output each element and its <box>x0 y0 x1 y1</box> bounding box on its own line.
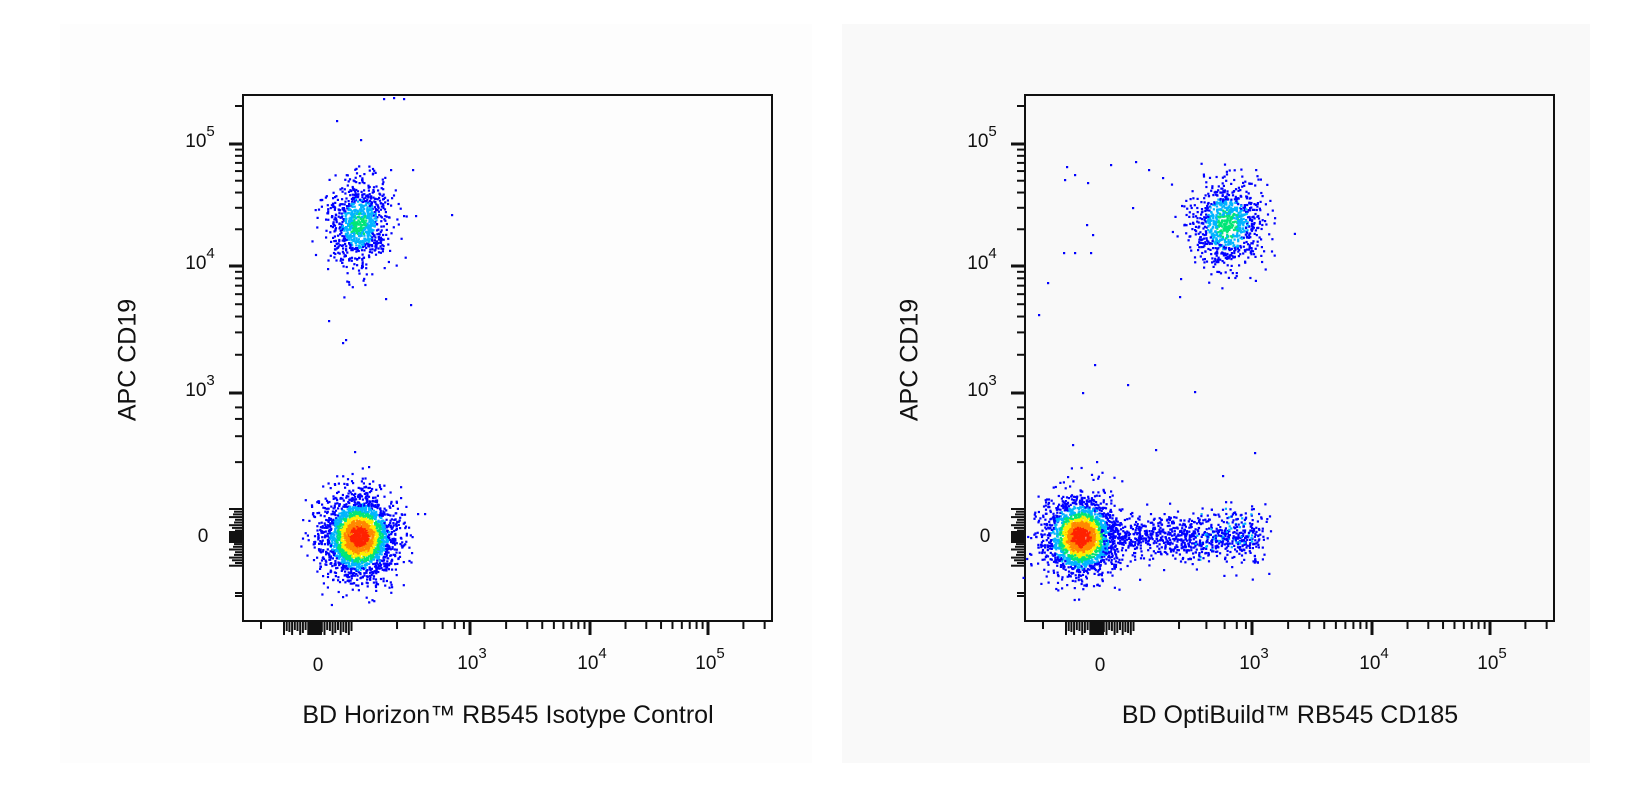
y-tick-label: 104 <box>967 244 997 275</box>
y-tick-label: 0 <box>197 526 209 547</box>
y-axis-label: APC CD19 <box>895 298 924 422</box>
y-tick-label: 105 <box>967 122 997 153</box>
x-axis-label: BD OptiBuild™ RB545 CD185 <box>1121 701 1459 729</box>
x-tick-label: 105 <box>1477 644 1507 675</box>
y-tick-label: 103 <box>967 371 997 402</box>
y-tick-label: 0 <box>979 526 991 547</box>
x-axis-label: BD Horizon™ RB545 Isotype Control <box>302 701 714 729</box>
plot-panel-isotype-control: APC CD19 BD Horizon™ RB545 Isotype Contr… <box>60 24 812 763</box>
y-tick-label: 104 <box>185 244 215 275</box>
scatter-plot-cd185 <box>1011 94 1555 635</box>
x-tick-label: 0 <box>1094 655 1106 676</box>
scatter-plot-isotype <box>229 94 773 635</box>
x-tick-label: 103 <box>1239 644 1269 675</box>
y-tick-label: 105 <box>185 122 215 153</box>
x-tick-label: 104 <box>577 644 607 675</box>
x-tick-label: 104 <box>1359 644 1389 675</box>
x-tick-label: 103 <box>457 644 487 675</box>
x-tick-label: 0 <box>312 655 324 676</box>
y-tick-label: 103 <box>185 371 215 402</box>
x-tick-label: 105 <box>695 644 725 675</box>
y-axis-label: APC CD19 <box>113 298 142 422</box>
plot-panel-cd185: APC CD19 BD OptiBuild™ RB545 CD185 0 103 1… <box>842 24 1590 763</box>
